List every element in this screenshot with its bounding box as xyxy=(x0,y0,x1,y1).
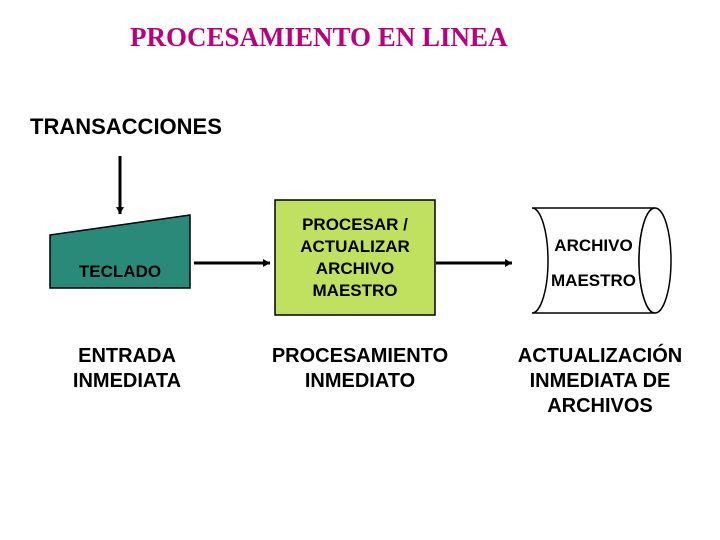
caption-entrada: ENTRADAINMEDIATA xyxy=(52,344,202,394)
caption-line: ACTUALIZACIÓN xyxy=(490,344,710,369)
process-line: PROCESAR / xyxy=(275,214,435,236)
storage-line: MAESTRO xyxy=(532,270,655,291)
caption-line: INMEDIATA xyxy=(52,369,202,394)
caption-line: PROCESAMIENTO xyxy=(245,344,475,369)
process-node-label: PROCESAR /ACTUALIZARARCHIVOMAESTRO xyxy=(275,214,435,302)
caption-procesamiento: PROCESAMIENTOINMEDIATO xyxy=(245,344,475,394)
storage-line: ARCHIVO xyxy=(532,235,655,256)
keyboard-node-label: TECLADO xyxy=(50,261,190,282)
process-line: ACTUALIZAR xyxy=(275,236,435,258)
storage-node-label: ARCHIVO MAESTRO xyxy=(532,235,655,292)
process-line: ARCHIVO xyxy=(275,258,435,280)
caption-line: ARCHIVOS xyxy=(490,394,710,419)
caption-line: INMEDIATA DE xyxy=(490,369,710,394)
caption-line: ENTRADA xyxy=(52,344,202,369)
caption-line: INMEDIATO xyxy=(245,369,475,394)
process-line: MAESTRO xyxy=(275,280,435,302)
caption-actualizacion: ACTUALIZACIÓNINMEDIATA DEARCHIVOS xyxy=(490,344,710,419)
